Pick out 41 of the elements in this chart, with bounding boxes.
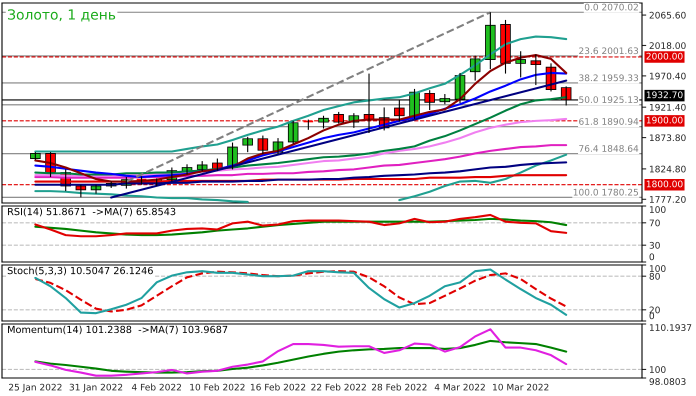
ref-line-label: 38.2 1959.33 bbox=[579, 74, 638, 82]
ref-line-label: 1932.70 bbox=[646, 91, 683, 98]
y-tick-label: 2018.00 bbox=[650, 42, 686, 50]
x-tick-label: 31 Jan 2022 bbox=[70, 384, 122, 392]
y-tick-label: 100 bbox=[650, 206, 666, 213]
y-tick-label: 80 bbox=[650, 272, 660, 280]
ref-line-label: 50.0 1925.13 bbox=[579, 96, 638, 104]
y-tick-label: 0 bbox=[650, 253, 654, 260]
chart-title: Золото, 1 день bbox=[8, 9, 116, 22]
ref-line-label: 2000.00 bbox=[646, 52, 683, 60]
y-tick-label: 1777.20 bbox=[650, 196, 686, 203]
ref-line-label: 1800.00 bbox=[646, 180, 683, 188]
x-tick-label: 10 Mar 2022 bbox=[493, 384, 548, 391]
ref-line-label: 23.6 2001.63 bbox=[579, 47, 638, 54]
ref-line-label: 61.8 1890.94 bbox=[579, 118, 638, 125]
ref-line-label: 1900.00 bbox=[646, 116, 683, 124]
y-tick-label: 1970.40 bbox=[650, 72, 686, 80]
x-tick-label: 4 Feb 2022 bbox=[132, 384, 182, 391]
ref-line-label: 0.0 2070.02 bbox=[584, 4, 638, 10]
chart-title: Stoch(5,3,3) 10.5047 26.1246 bbox=[8, 266, 153, 276]
x-tick-label: 4 Mar 2022 bbox=[434, 384, 485, 391]
y-tick-label: 100 bbox=[650, 265, 666, 272]
chart-title: RSI(14) 51.8671 ->MA(7) 65.8543 bbox=[8, 208, 176, 216]
x-tick-label: 28 Feb 2022 bbox=[372, 384, 427, 391]
x-tick-label: 16 Feb 2022 bbox=[250, 384, 306, 391]
y-tick-label: 110.1937 bbox=[650, 324, 692, 331]
x-tick-label: 10 Feb 2022 bbox=[190, 384, 245, 391]
x-tick-label: 22 Feb 2022 bbox=[311, 384, 366, 391]
y-tick-label: 1921.40 bbox=[650, 104, 686, 111]
y-tick-label: 30 bbox=[650, 242, 660, 249]
y-tick-label: 1824.80 bbox=[650, 166, 686, 172]
y-tick-label: 70 bbox=[650, 220, 660, 226]
y-tick-label: 20 bbox=[650, 306, 660, 314]
chart-title: Momentum(14) 101.2388 ->MA(7) 103.9687 bbox=[8, 326, 228, 334]
y-tick-label: 100 bbox=[650, 366, 666, 373]
y-tick-label: 1873.80 bbox=[650, 134, 686, 142]
y-tick-label: 98.0803 bbox=[650, 378, 686, 385]
ref-line-label: 100.0 1780.25 bbox=[574, 188, 638, 196]
x-tick-label: 25 Jan 2022 bbox=[8, 384, 62, 392]
y-tick-label: 2065.60 bbox=[650, 12, 686, 19]
ref-line-label: 76.4 1848.64 bbox=[579, 145, 638, 152]
